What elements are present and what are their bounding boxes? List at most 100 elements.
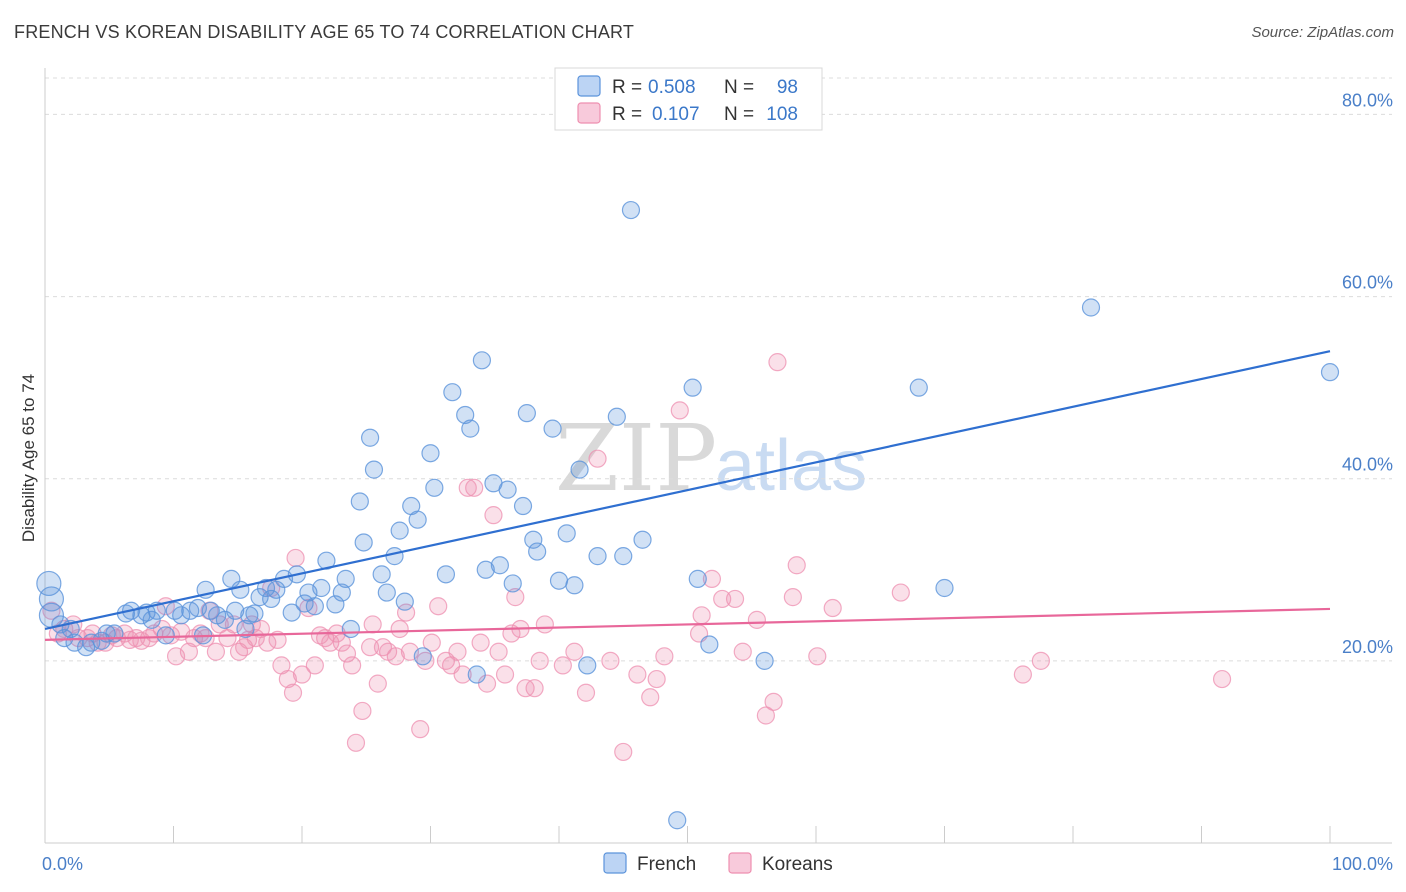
- chart-title: FRENCH VS KOREAN DISABILITY AGE 65 TO 74…: [14, 22, 635, 42]
- french-point: [565, 576, 584, 595]
- koreans-point: [353, 701, 372, 721]
- french-point: [456, 405, 475, 425]
- koreans-point: [576, 683, 596, 702]
- koreans-point: [286, 548, 305, 568]
- y-tick-label: 40.0%: [1342, 455, 1393, 475]
- koreans-point: [422, 633, 441, 652]
- french-trendline: [44, 350, 1331, 631]
- french-point: [312, 578, 331, 598]
- watermark-atlas: atlas: [715, 426, 867, 506]
- koreans-point: [1031, 651, 1050, 670]
- koreans-trendline: [44, 607, 1331, 642]
- french-point: [688, 569, 707, 588]
- koreans-point: [565, 642, 584, 661]
- french-point: [557, 524, 576, 543]
- koreans-point: [386, 647, 405, 666]
- koreans-point: [283, 683, 303, 702]
- koreans-point: [891, 583, 910, 602]
- french-point: [372, 565, 391, 584]
- french-point: [570, 460, 589, 479]
- koreans-point: [525, 679, 544, 698]
- french-point: [425, 478, 444, 497]
- x-tick-label: 0.0%: [42, 854, 83, 874]
- koreans-point: [787, 556, 806, 575]
- french-point: [490, 556, 509, 575]
- french-point: [472, 351, 491, 370]
- french-point: [377, 583, 396, 602]
- koreans-point: [196, 628, 215, 648]
- french-point: [461, 419, 480, 438]
- koreans-r-value: 0.107: [652, 104, 700, 125]
- koreans-point: [823, 598, 842, 618]
- french-point: [36, 570, 62, 597]
- koreans-point: [411, 720, 430, 739]
- french-point: [245, 604, 264, 623]
- french-point: [326, 595, 345, 614]
- koreans-point: [489, 642, 508, 661]
- koreans-point: [601, 651, 620, 670]
- koreans-n-value: 108: [766, 104, 798, 125]
- french-point: [215, 610, 234, 629]
- french-point: [668, 811, 687, 830]
- x-tick-labels: 0.0% 100.0%: [42, 854, 1393, 874]
- koreans-point: [747, 610, 766, 629]
- french-n-value: 98: [777, 77, 798, 98]
- french-point: [236, 619, 255, 639]
- french-point: [105, 624, 124, 643]
- french-point: [683, 378, 702, 397]
- french-points: [36, 200, 1340, 830]
- trendlines: [44, 350, 1331, 642]
- french-point: [528, 542, 547, 561]
- axes: [44, 68, 1392, 844]
- koreans-swatch: [577, 102, 601, 124]
- koreans-point: [458, 478, 477, 497]
- source-credit: Source: ZipAtlas.com: [1251, 24, 1394, 41]
- koreans-point: [588, 449, 607, 468]
- french-point: [614, 547, 633, 566]
- french-point: [332, 583, 351, 602]
- koreans-point: [783, 588, 802, 607]
- koreans-point: [553, 656, 572, 675]
- french-point: [142, 610, 161, 629]
- french-point: [498, 480, 517, 499]
- french-point: [364, 460, 384, 479]
- koreans-point: [337, 644, 357, 663]
- french-point: [607, 407, 626, 426]
- bottom-legend-koreans-label: Koreans: [762, 854, 833, 875]
- koreans-point: [713, 589, 732, 609]
- koreans-point: [725, 589, 745, 609]
- french-point: [336, 569, 355, 588]
- french-point: [578, 656, 597, 675]
- french-point: [361, 428, 380, 447]
- french-point: [1081, 298, 1101, 317]
- french-point: [476, 560, 495, 579]
- y-axis-title: Disability Age 65 to 74: [19, 374, 38, 542]
- french-point: [513, 496, 533, 516]
- bottom-legend-french-swatch: [603, 852, 627, 874]
- french-point: [390, 521, 409, 540]
- koreans-r-label: R =: [612, 104, 642, 125]
- koreans-point: [756, 706, 775, 725]
- koreans-point: [361, 638, 380, 657]
- koreans-point: [477, 674, 497, 693]
- french-point: [909, 378, 928, 397]
- koreans-point: [628, 665, 647, 684]
- french-point: [549, 571, 569, 590]
- french-point: [350, 492, 369, 511]
- koreans-point: [368, 674, 387, 693]
- french-point: [341, 619, 360, 639]
- y-tick-label: 60.0%: [1342, 273, 1393, 293]
- koreans-point: [733, 642, 752, 661]
- y-tick-labels: 20.0% 40.0% 60.0% 80.0%: [1342, 90, 1393, 656]
- french-point: [226, 601, 245, 620]
- french-point: [503, 574, 522, 593]
- koreans-point: [268, 630, 287, 650]
- koreans-point: [495, 665, 515, 684]
- koreans-point: [179, 642, 199, 661]
- koreans-point: [670, 401, 689, 420]
- french-point: [282, 603, 301, 622]
- french-r-value: 0.508: [648, 77, 696, 98]
- stats-legend: R = 0.508 N = 98 R = 0.107 N = 108: [554, 67, 823, 131]
- koreans-point: [465, 478, 484, 497]
- koreans-point: [161, 626, 181, 645]
